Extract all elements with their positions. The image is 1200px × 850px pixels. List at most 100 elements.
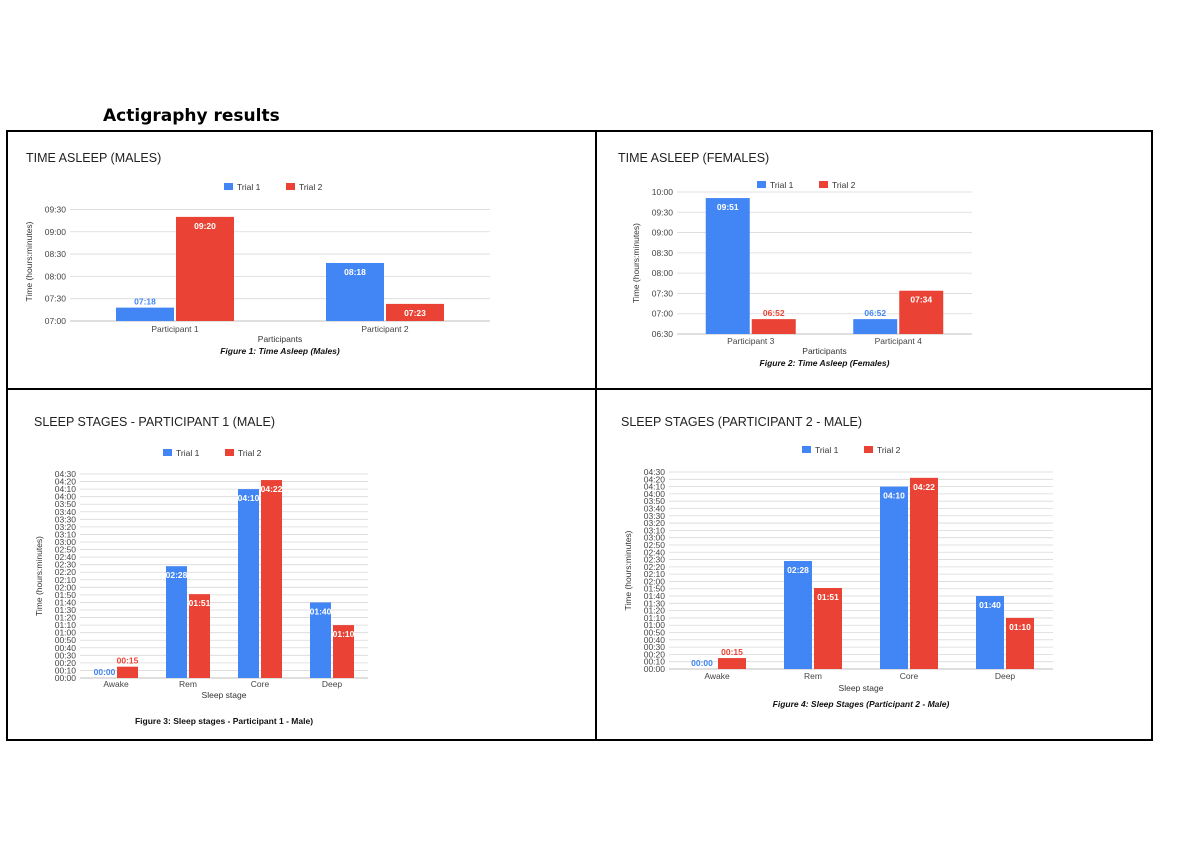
y-tick-label: 04:00 <box>55 492 77 502</box>
data-label: 00:15 <box>721 647 743 657</box>
y-tick-label: 03:30 <box>644 511 666 521</box>
x-tick-label: Participant 4 <box>875 336 923 346</box>
chart-title: TIME ASLEEP (MALES) <box>26 151 161 165</box>
y-tick-label: 02:10 <box>644 569 666 579</box>
y-tick-label: 02:20 <box>55 567 77 577</box>
figure-caption: Figure 1: Time Asleep (Males) <box>220 346 340 356</box>
y-tick-label: 03:10 <box>55 529 77 539</box>
figure-caption: Figure 3: Sleep stages - Participant 1 -… <box>135 716 313 726</box>
y-tick-label: 02:50 <box>644 540 666 550</box>
bar-deep-trial-1 <box>976 596 1004 669</box>
bar-participant-3-trial-1 <box>705 198 750 334</box>
y-tick-label: 01:40 <box>644 591 666 601</box>
y-tick-label: 03:50 <box>55 499 77 509</box>
data-label: 01:40 <box>310 606 332 616</box>
data-label: 09:51 <box>717 202 739 212</box>
data-label: 04:22 <box>261 484 283 494</box>
x-tick-label: Participant 2 <box>361 324 409 334</box>
y-tick-label: 02:00 <box>644 576 666 586</box>
y-tick-label: 03:30 <box>55 514 77 524</box>
x-tick-label: Participant 3 <box>727 336 775 346</box>
x-axis-label: Participants <box>802 346 846 356</box>
legend-swatch <box>757 181 766 188</box>
y-tick-label: 01:20 <box>55 613 77 623</box>
chart-title: SLEEP STAGES - PARTICIPANT 1 (MALE) <box>34 415 275 429</box>
y-axis-label: Time (hours:minutes) <box>24 221 34 301</box>
y-tick-label: 03:20 <box>55 522 77 532</box>
x-tick-label: Awake <box>103 679 129 689</box>
y-tick-label: 00:10 <box>644 657 666 667</box>
y-tick-label: 00:10 <box>55 665 77 675</box>
grid-divider-vertical <box>595 130 597 741</box>
y-tick-label: 01:00 <box>55 628 77 638</box>
chart-grid-frame <box>6 130 1153 741</box>
x-tick-label: Core <box>900 671 919 681</box>
y-tick-label: 06:30 <box>652 329 674 339</box>
y-tick-label: 00:40 <box>55 643 77 653</box>
data-label: 07:18 <box>134 297 156 307</box>
y-tick-label: 04:20 <box>55 477 77 487</box>
data-label: 01:10 <box>333 629 355 639</box>
grid-divider-horizontal <box>6 388 1153 390</box>
y-tick-label: 10:00 <box>652 187 674 197</box>
y-tick-label: 00:20 <box>644 649 666 659</box>
y-tick-label: 00:00 <box>644 664 666 674</box>
x-axis-label: Sleep stage <box>839 683 884 693</box>
y-tick-label: 03:20 <box>644 518 666 528</box>
y-tick-label: 01:10 <box>55 620 77 630</box>
bar-deep-trial-2 <box>333 625 354 678</box>
legend-swatch <box>163 449 172 456</box>
data-label: 06:52 <box>763 308 785 318</box>
y-tick-label: 00:20 <box>55 658 77 668</box>
y-tick-label: 08:30 <box>652 248 674 258</box>
y-tick-label: 07:00 <box>45 316 67 326</box>
chart-title: TIME ASLEEP (FEMALES) <box>618 151 769 165</box>
y-tick-label: 04:00 <box>644 489 666 499</box>
y-tick-label: 02:30 <box>644 555 666 565</box>
y-tick-label: 09:30 <box>45 204 67 214</box>
y-tick-label: 09:30 <box>652 207 674 217</box>
bar-core-trial-1 <box>880 486 908 669</box>
y-tick-label: 02:00 <box>55 582 77 592</box>
y-tick-label: 00:50 <box>55 635 77 645</box>
bar-deep-trial-2 <box>1006 617 1034 669</box>
bar-awake-trial-2 <box>718 658 746 669</box>
x-axis-label: Participants <box>258 334 302 344</box>
y-tick-label: 02:20 <box>644 562 666 572</box>
y-tick-label: 02:40 <box>55 552 77 562</box>
chart-panel-time-asleep-males: TIME ASLEEP (MALES) 07:00 07:30 08:00 08:30… <box>8 132 595 388</box>
y-tick-label: 01:30 <box>644 598 666 608</box>
data-label: 04:10 <box>883 491 905 501</box>
chart-sleep-stages-participant-2: SLEEP STAGES (PARTICIPANT 2 - MALE) 00:0… <box>621 415 1053 709</box>
data-label: 00:15 <box>117 656 139 666</box>
x-tick-label: Rem <box>804 671 822 681</box>
y-tick-label: 04:10 <box>55 484 77 494</box>
y-axis-label: Time (hours:minutes) <box>34 536 44 616</box>
y-tick-label: 04:30 <box>55 469 77 479</box>
data-label: 04:10 <box>238 493 260 503</box>
legend-label: Trial 2 <box>238 448 262 458</box>
legend-swatch <box>864 446 873 453</box>
y-tick-label: 03:50 <box>644 496 666 506</box>
y-tick-label: 01:00 <box>644 620 666 630</box>
page-title: Actigraphy results <box>103 106 280 126</box>
y-axis-label: Time (hours:minutes) <box>623 530 633 610</box>
y-tick-label: 09:00 <box>652 228 674 238</box>
bar-core-trial-2 <box>910 477 938 669</box>
legend-label: Trial 1 <box>770 180 794 190</box>
y-tick-label: 01:40 <box>55 597 77 607</box>
bar-deep-trial-1 <box>310 602 331 678</box>
legend-swatch <box>286 183 295 190</box>
data-label: 01:51 <box>817 592 839 602</box>
y-tick-label: 07:00 <box>652 309 674 319</box>
bar-rem-trial-1 <box>166 566 187 678</box>
chart-title: SLEEP STAGES (PARTICIPANT 2 - MALE) <box>621 415 862 429</box>
y-tick-label: 04:20 <box>644 474 666 484</box>
bar-core-trial-1 <box>238 489 259 678</box>
data-label: 07:23 <box>404 308 426 318</box>
x-axis-label: Sleep stage <box>202 690 247 700</box>
y-tick-label: 08:00 <box>45 271 67 281</box>
y-tick-label: 03:40 <box>644 503 666 513</box>
y-tick-label: 02:30 <box>55 560 77 570</box>
y-tick-label: 03:10 <box>644 525 666 535</box>
